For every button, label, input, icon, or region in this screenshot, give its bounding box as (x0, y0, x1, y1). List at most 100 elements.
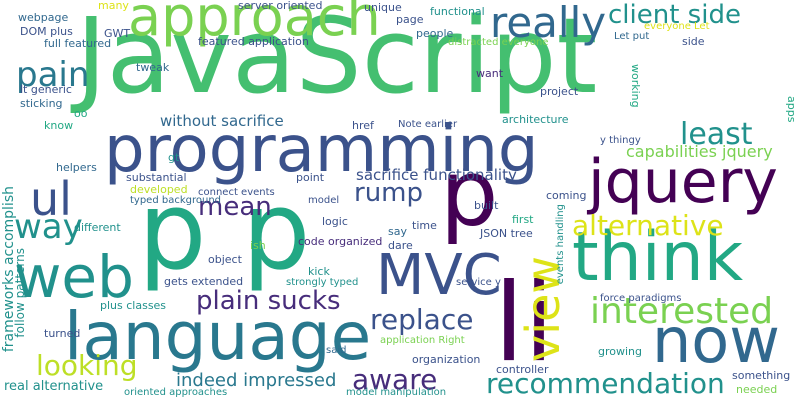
word: events handling (555, 204, 566, 285)
word: needed (736, 383, 778, 396)
word: li (494, 261, 555, 386)
word: code organized (298, 235, 383, 248)
word: say (388, 225, 407, 238)
word: object (208, 253, 242, 266)
word: tweak (136, 61, 170, 74)
word: oriented approaches (124, 387, 228, 398)
word: developed (130, 183, 188, 196)
word: point (296, 171, 325, 184)
word: real alternative (4, 379, 104, 394)
word: gt (168, 151, 180, 164)
word: sticking (20, 97, 63, 110)
word: JSON tree (480, 227, 533, 240)
word: built (474, 199, 499, 212)
word: unique (364, 1, 402, 14)
word: now (652, 304, 780, 377)
word: lt generic (20, 83, 72, 96)
word: model (308, 195, 340, 206)
word: know (44, 119, 74, 132)
word: approach (128, 0, 381, 48)
word: jquery (588, 147, 778, 217)
word: something (732, 369, 791, 382)
word: first (512, 213, 534, 226)
word: DOM plus (20, 25, 73, 38)
word: plus classes (100, 299, 167, 312)
word: y thingy (600, 135, 641, 146)
word: really (490, 0, 607, 47)
word: JavaScript (76, 0, 598, 117)
word: project (540, 85, 579, 98)
word: service y (456, 277, 501, 288)
word: GWT (104, 27, 131, 40)
word: aware (352, 363, 438, 396)
word: substantial (126, 171, 187, 184)
word: everyone Let (644, 21, 710, 32)
word: time (412, 219, 437, 232)
word: capabilities jquery (626, 142, 773, 161)
word: application Right (380, 335, 465, 346)
word: logic (322, 215, 348, 228)
word: many (98, 0, 129, 12)
word: recommendation (486, 367, 725, 400)
word: replace (370, 303, 474, 336)
word: distracted everyone (448, 37, 549, 48)
word: people (416, 27, 454, 40)
word: full featured (44, 37, 112, 50)
word: apps (785, 96, 798, 123)
word: oo (74, 107, 88, 120)
word: language (64, 298, 372, 375)
word: plain sucks (196, 286, 341, 316)
word: featured application (198, 35, 309, 48)
word: dare (388, 239, 413, 252)
word: Let put (614, 31, 650, 42)
word: kick (308, 265, 330, 278)
word: working (629, 64, 642, 108)
word: least (680, 117, 753, 152)
word: said (326, 345, 347, 356)
word: pain (16, 55, 90, 95)
word: strongly typed (286, 277, 359, 288)
word: indeed impressed (176, 370, 337, 391)
word: programming (104, 113, 539, 187)
word: href (352, 119, 374, 132)
word: way (14, 207, 83, 247)
word: architecture (502, 113, 569, 126)
word: client side (608, 0, 741, 30)
word: think (572, 218, 744, 297)
word: coming (546, 189, 587, 202)
word: growing (598, 345, 642, 358)
word: server oriented (238, 0, 323, 12)
word: ish (250, 239, 266, 252)
word: Note earlier (398, 119, 458, 130)
word: rump (354, 178, 423, 208)
word: force paradigms (600, 293, 682, 304)
word: without sacrifice (160, 112, 284, 130)
word: webpage (18, 11, 69, 24)
word: controller (496, 363, 549, 376)
word: helpers (56, 161, 97, 174)
word: different (74, 221, 121, 234)
word: turned (44, 327, 81, 340)
word: organization (412, 353, 481, 366)
word: ul (30, 172, 72, 226)
word: gets extended (164, 275, 244, 288)
word: want (476, 67, 504, 80)
word: MVC (376, 243, 502, 308)
word: interested (590, 291, 774, 332)
word: model manipulation (346, 387, 447, 398)
word: web (14, 243, 134, 311)
word: looking (36, 349, 138, 382)
word: page (396, 13, 424, 26)
word: p (242, 169, 311, 294)
word: mean (198, 192, 272, 222)
word: sacrifice functionality (356, 166, 517, 184)
word: side (682, 35, 705, 48)
word: p (440, 140, 499, 247)
word: functional (430, 5, 485, 18)
word: follow patterns (13, 248, 27, 338)
word: alternative (572, 209, 724, 242)
word: connect events (198, 187, 275, 198)
word: typed background (130, 195, 222, 206)
word: p (138, 169, 207, 294)
